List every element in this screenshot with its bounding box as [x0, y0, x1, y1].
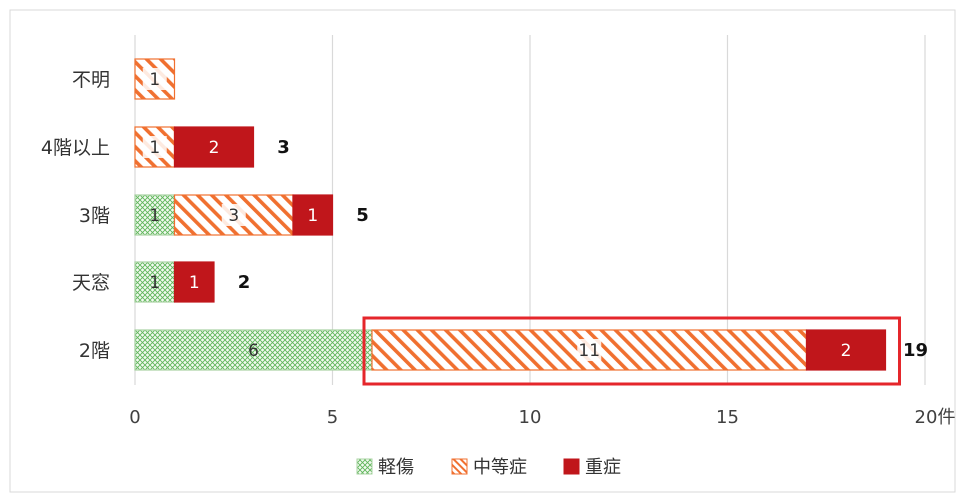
category-label: 不明	[72, 69, 110, 91]
segment-value-label: 1	[149, 206, 160, 226]
bar-segment-0	[134, 329, 373, 371]
segment-value-label: 1	[149, 70, 160, 90]
legend-label: 軽傷	[378, 457, 414, 478]
category-label: 3階	[79, 205, 110, 227]
legend-swatch-0	[356, 458, 373, 475]
legend-label: 重症	[585, 457, 621, 478]
segment-label-backdrop	[221, 204, 246, 226]
segment-value-label: 1	[307, 206, 318, 226]
legend-swatch-1	[451, 458, 468, 475]
segment-label-backdrop	[142, 68, 167, 90]
total-label: 2	[238, 272, 251, 293]
segment-value-label: 1	[189, 273, 200, 293]
category-label: 天窓	[72, 272, 110, 294]
segment-label-backdrop	[577, 339, 602, 361]
category-label: 2階	[79, 340, 110, 362]
bar-segment-2	[805, 329, 887, 371]
segment-value-label: 6	[248, 341, 259, 361]
bar-segment-1	[134, 58, 176, 100]
x-tick-label: 15	[716, 407, 739, 428]
segment-value-label: 1	[149, 138, 160, 158]
bars	[134, 58, 901, 386]
segment-value-label: 2	[209, 138, 220, 158]
legend-swatch-2	[563, 458, 580, 475]
category-label: 4階以上	[41, 137, 110, 159]
legend: 軽傷 中等症 重症	[356, 457, 621, 478]
bar-segment-0	[134, 261, 176, 303]
x-tick-label: 5	[327, 407, 338, 428]
total-label: 3	[277, 137, 290, 158]
x-tick-label: 20件	[915, 407, 956, 428]
bar-segment-0	[134, 194, 176, 236]
bar-segment-2	[292, 194, 334, 236]
x-tick-label: 0	[129, 407, 140, 428]
bar-segment-2	[173, 261, 215, 303]
total-label: 5	[356, 205, 369, 226]
segment-value-label: 2	[841, 341, 852, 361]
segment-value-label: 3	[228, 206, 239, 226]
bar-segment-2	[173, 126, 255, 168]
segment-label-backdrop	[142, 136, 167, 158]
highlight-box	[362, 316, 901, 386]
segment-value-label: 1	[149, 273, 160, 293]
legend-label: 中等症	[473, 457, 527, 478]
segment-value-label: 11	[578, 341, 600, 361]
total-label: 19	[903, 340, 928, 361]
x-tick-label: 10	[519, 407, 542, 428]
